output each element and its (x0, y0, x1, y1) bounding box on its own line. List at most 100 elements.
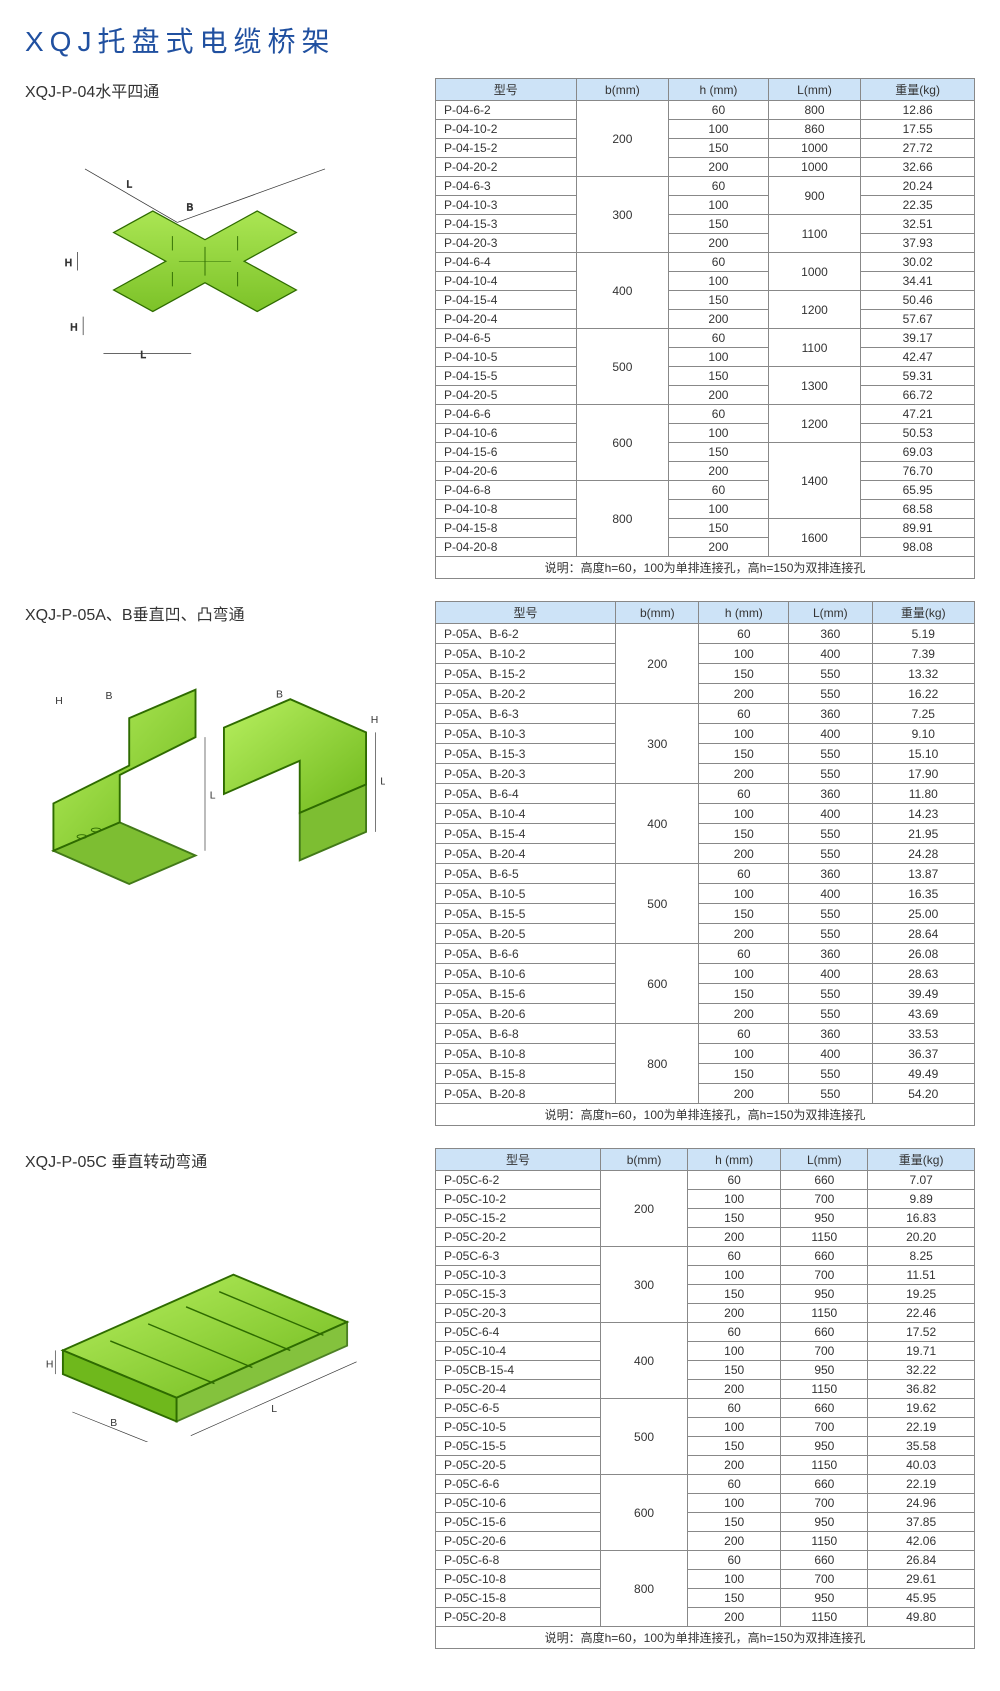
cell-weight: 22.19 (868, 1475, 975, 1494)
cell-h: 100 (699, 1044, 789, 1064)
cell-weight: 12.86 (861, 101, 975, 120)
cell-model: P-05C-20-4 (436, 1380, 601, 1399)
cell-model: P-05A、B-10-3 (436, 724, 616, 744)
cell-l: 1300 (768, 367, 861, 405)
cell-model: P-05A、B-15-4 (436, 824, 616, 844)
cell-h: 60 (699, 1024, 789, 1044)
spec-table: 型号b(mm)h (mm)L(mm)重量(kg)P-05A、B-6-220060… (435, 601, 975, 1104)
cell-model: P-05C-15-2 (436, 1209, 601, 1228)
cell-l: 550 (789, 984, 872, 1004)
cell-model: P-05C-6-6 (436, 1475, 601, 1494)
table-row: P-04-10-310022.35 (436, 196, 975, 215)
cell-model: P-05A、B-20-2 (436, 684, 616, 704)
col-header: b(mm) (576, 79, 669, 101)
table-row: P-05A、B-6-88006036033.53 (436, 1024, 975, 1044)
cell-model: P-04-6-4 (436, 253, 577, 272)
cell-weight: 35.58 (868, 1437, 975, 1456)
svg-text:H: H (70, 322, 77, 333)
cell-weight: 59.31 (861, 367, 975, 386)
cell-weight: 15.10 (872, 744, 974, 764)
cell-h: 100 (699, 724, 789, 744)
cell-model: P-05A、B-10-8 (436, 1044, 616, 1064)
cell-weight: 29.61 (868, 1570, 975, 1589)
cell-weight: 68.58 (861, 500, 975, 519)
cell-l: 700 (781, 1570, 868, 1589)
table-row: P-05A、B-15-215055013.32 (436, 664, 975, 684)
table-row: P-04-15-6150140069.03 (436, 443, 975, 462)
table-row: P-05C-20-5200115040.03 (436, 1456, 975, 1475)
cell-b: 200 (601, 1171, 688, 1247)
cell-model: P-05A、B-15-2 (436, 664, 616, 684)
cell-h: 200 (687, 1456, 780, 1475)
col-header: h (mm) (687, 1149, 780, 1171)
cell-l: 1150 (781, 1532, 868, 1551)
cell-weight: 16.35 (872, 884, 974, 904)
cell-weight: 11.80 (872, 784, 974, 804)
cell-l: 550 (789, 1084, 872, 1104)
cell-h: 100 (669, 272, 769, 291)
table-row: P-05C-6-66006066022.19 (436, 1475, 975, 1494)
cell-weight: 33.53 (872, 1024, 974, 1044)
table-row: P-05C-10-810070029.61 (436, 1570, 975, 1589)
table-row: P-05C-20-6200115042.06 (436, 1532, 975, 1551)
cell-h: 200 (699, 1084, 789, 1104)
cell-model: P-05C-10-3 (436, 1266, 601, 1285)
col-header: 型号 (436, 79, 577, 101)
cell-weight: 22.46 (868, 1304, 975, 1323)
cell-h: 200 (687, 1304, 780, 1323)
cell-h: 200 (669, 386, 769, 405)
cell-l: 550 (789, 744, 872, 764)
cell-l: 550 (789, 1064, 872, 1084)
cell-l: 1150 (781, 1304, 868, 1323)
table-row: P-05A、B-10-410040014.23 (436, 804, 975, 824)
cell-h: 200 (699, 764, 789, 784)
spec-table: 型号b(mm)h (mm)L(mm)重量(kg)P-04-6-220060800… (435, 78, 975, 557)
cell-model: P-05A、B-15-5 (436, 904, 616, 924)
cell-model: P-04-10-8 (436, 500, 577, 519)
table-row: P-05A、B-20-420055024.28 (436, 844, 975, 864)
cell-l: 1100 (768, 329, 861, 367)
cell-model: P-04-6-6 (436, 405, 577, 424)
table-row: P-05A、B-10-610040028.63 (436, 964, 975, 984)
cell-weight: 11.51 (868, 1266, 975, 1285)
cell-h: 60 (699, 624, 789, 644)
cell-weight: 28.64 (872, 924, 974, 944)
cell-model: P-04-20-2 (436, 158, 577, 177)
cell-l: 550 (789, 904, 872, 924)
cell-h: 60 (669, 253, 769, 272)
cell-l: 950 (781, 1437, 868, 1456)
cell-model: P-05A、B-20-4 (436, 844, 616, 864)
cell-weight: 17.52 (868, 1323, 975, 1342)
cell-l: 900 (768, 177, 861, 215)
col-header: L(mm) (768, 79, 861, 101)
cell-model: P-05C-6-5 (436, 1399, 601, 1418)
cell-b: 600 (576, 405, 669, 481)
cell-l: 1000 (768, 253, 861, 291)
cell-weight: 37.93 (861, 234, 975, 253)
table-row: P-04-6-88006065.95 (436, 481, 975, 500)
cell-model: P-05A、B-15-8 (436, 1064, 616, 1084)
cell-weight: 26.08 (872, 944, 974, 964)
cell-weight: 17.90 (872, 764, 974, 784)
cell-b: 400 (601, 1323, 688, 1399)
table-row: P-05A、B-15-415055021.95 (436, 824, 975, 844)
cell-l: 1200 (768, 291, 861, 329)
cell-weight: 47.21 (861, 405, 975, 424)
cell-weight: 19.71 (868, 1342, 975, 1361)
cell-weight: 43.69 (872, 1004, 974, 1024)
cell-weight: 26.84 (868, 1551, 975, 1570)
cell-l: 550 (789, 764, 872, 784)
table-row: P-05C-10-510070022.19 (436, 1418, 975, 1437)
table-row: P-04-10-210086017.55 (436, 120, 975, 139)
cell-l: 660 (781, 1475, 868, 1494)
cell-l: 550 (789, 844, 872, 864)
table-row: P-05A、B-6-2200603605.19 (436, 624, 975, 644)
table-row: P-05A、B-15-315055015.10 (436, 744, 975, 764)
svg-text:H: H (46, 1359, 54, 1370)
cell-model: P-04-20-6 (436, 462, 577, 481)
cell-model: P-05C-15-3 (436, 1285, 601, 1304)
table-row: P-05C-20-4200115036.82 (436, 1380, 975, 1399)
cell-l: 400 (789, 884, 872, 904)
cell-h: 100 (699, 964, 789, 984)
table-row: P-05A、B-10-810040036.37 (436, 1044, 975, 1064)
